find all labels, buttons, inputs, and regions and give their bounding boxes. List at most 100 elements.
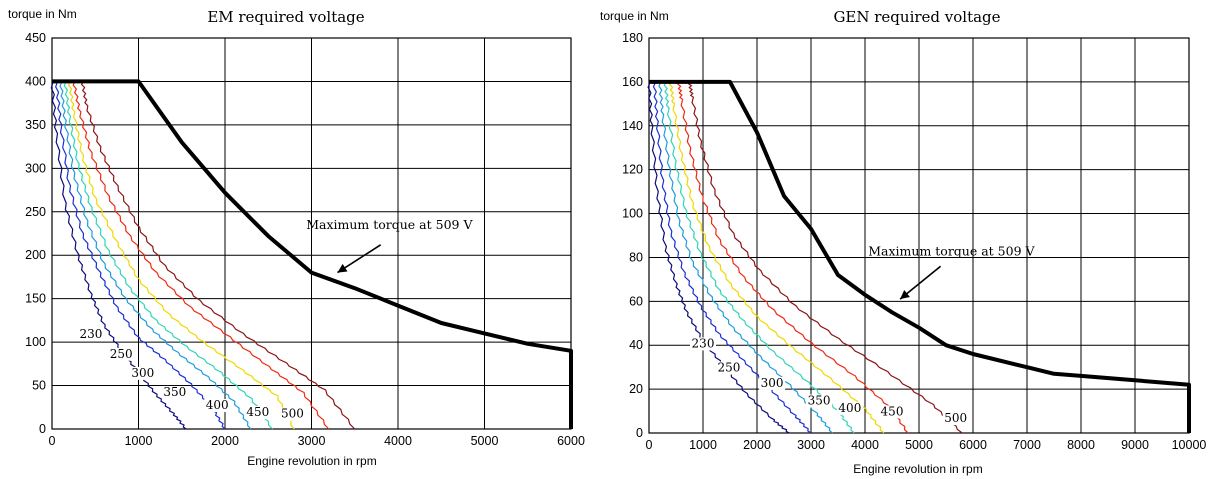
- contour-label-bg: [836, 402, 863, 416]
- y-tick-label: 100: [25, 335, 46, 349]
- em-contour-line-1: [55, 81, 226, 430]
- contour-label: 230: [79, 327, 102, 341]
- y-tick-label: 180: [622, 31, 643, 45]
- contour-label-bg: [279, 407, 306, 421]
- y-tick-label: 60: [629, 294, 643, 308]
- y-tick-label: 0: [39, 422, 46, 436]
- em-x-axis-label: Engine revolution in rpm: [247, 454, 376, 468]
- em-contour-line-6: [80, 81, 356, 430]
- y-tick-label: 450: [25, 31, 46, 45]
- em-contour-line-5: [72, 81, 330, 430]
- gen-contour-line-6: [687, 81, 963, 434]
- y-tick-label: 0: [636, 426, 643, 440]
- em-contour-labels: 230 250 300 350 400 450 500: [77, 327, 306, 421]
- x-tick-label: 3000: [298, 434, 326, 448]
- em-max-torque-line: [52, 79, 573, 429]
- gen-voltage-chart: torque in Nm GEN required voltage 0 1000 2…: [600, 0, 1212, 479]
- x-tick-label: 6000: [557, 434, 585, 448]
- y-tick-label: 120: [622, 163, 643, 177]
- em-grid: [51, 37, 572, 430]
- gen-contour-line-1: [652, 81, 812, 434]
- contour-label-bg: [244, 405, 271, 419]
- contour-label-bg: [942, 412, 969, 426]
- em-chart-title: EM required voltage: [207, 8, 364, 26]
- y-tick-label: 350: [25, 118, 46, 132]
- contour-label-bg: [715, 361, 742, 375]
- contour-label-bg: [806, 394, 833, 408]
- em-contour-line-2: [59, 81, 252, 430]
- x-tick-label: 2000: [211, 434, 239, 448]
- gen-grid: [648, 37, 1190, 434]
- x-tick-label: 5000: [471, 434, 499, 448]
- contour-label-bg: [129, 366, 156, 380]
- contour-label: 450: [881, 404, 904, 418]
- gen-chart-svg: torque in Nm GEN required voltage 0 1000 2…: [600, 8, 1206, 476]
- em-max-torque-curve: [52, 79, 573, 429]
- em-y-axis-label: torque in Nm: [8, 7, 77, 21]
- em-contour-line-4: [67, 81, 295, 430]
- contour-label: 350: [163, 385, 186, 399]
- gen-max-torque-curve: [649, 79, 1191, 433]
- gen-max-torque-line: [649, 79, 1191, 433]
- x-tick-label: 4000: [384, 434, 412, 448]
- contour-label-bg: [204, 399, 231, 413]
- y-tick-label: 250: [25, 205, 46, 219]
- em-annotation: Maximum torque at 509 V: [306, 217, 473, 274]
- max-torque-annotation: Maximum torque at 509 V: [306, 217, 473, 232]
- gen-contour-line-2: [658, 81, 833, 434]
- x-tick-label: 6000: [959, 438, 987, 452]
- contour-label: 400: [838, 401, 861, 415]
- contour-label-bg: [77, 327, 104, 341]
- gen-y-axis-label: torque in Nm: [600, 9, 669, 23]
- y-tick-label: 150: [25, 292, 46, 306]
- x-tick-label: 1000: [125, 434, 153, 448]
- gen-x-axis-label: Engine revolution in rpm: [853, 462, 982, 476]
- x-tick-label: 1000: [689, 438, 717, 452]
- contour-label: 300: [761, 376, 784, 390]
- x-tick-label: 0: [49, 434, 56, 448]
- gen-contour-line-4: [668, 81, 885, 434]
- gen-contour-line-0: [647, 81, 790, 434]
- gen-contour-line-3: [663, 81, 855, 434]
- max-torque-annotation: Maximum torque at 509 V: [868, 243, 1035, 258]
- y-tick-label: 200: [25, 248, 46, 262]
- contour-label-bg: [161, 385, 188, 399]
- plot-frame: [648, 37, 1190, 434]
- contour-label: 300: [131, 366, 154, 380]
- gen-contour-line-5: [676, 81, 909, 434]
- em-contour-line-3: [63, 81, 274, 430]
- x-tick-label: 3000: [797, 438, 825, 452]
- x-tick-label: 7000: [1013, 438, 1041, 452]
- em-contour-line-0: [50, 81, 187, 430]
- x-tick-label: 10000: [1172, 438, 1207, 452]
- gen-annotation: Maximum torque at 509 V: [868, 243, 1036, 300]
- x-tick-label: 5000: [905, 438, 933, 452]
- contour-label: 230: [692, 336, 715, 350]
- y-tick-label: 40: [629, 338, 643, 352]
- x-tick-label: 0: [646, 438, 653, 452]
- em-voltage-chart: torque in Nm EM required voltage 0 1000 20…: [0, 0, 600, 479]
- contour-label: 400: [206, 398, 229, 412]
- contour-label-bg: [108, 347, 135, 361]
- contour-label: 450: [246, 405, 269, 419]
- contour-label: 500: [281, 407, 304, 421]
- contour-label-bg: [690, 337, 716, 351]
- y-tick-label: 80: [629, 250, 643, 264]
- plot-frame: [51, 37, 572, 430]
- y-tick-label: 400: [25, 74, 46, 88]
- y-tick-label: 100: [622, 207, 643, 221]
- x-tick-label: 8000: [1067, 438, 1095, 452]
- gen-tick-labels: 0 1000 2000 3000 4000 5000 6000 7000 8000 9000 100…: [622, 31, 1206, 452]
- em-contour-lines: [50, 81, 356, 430]
- y-tick-label: 160: [622, 75, 643, 89]
- em-tick-labels: 0 1000 2000 3000 4000 5000 6000 0 50 100 150 200 250…: [25, 31, 585, 448]
- x-tick-label: 9000: [1121, 438, 1149, 452]
- y-tick-label: 50: [32, 379, 46, 393]
- annotation-arrow-head: [337, 263, 348, 273]
- y-tick-label: 300: [25, 161, 46, 175]
- contour-label: 500: [944, 411, 967, 425]
- contour-label: 250: [717, 361, 740, 375]
- annotation-arrow-head: [900, 290, 910, 300]
- x-tick-label: 2000: [743, 438, 771, 452]
